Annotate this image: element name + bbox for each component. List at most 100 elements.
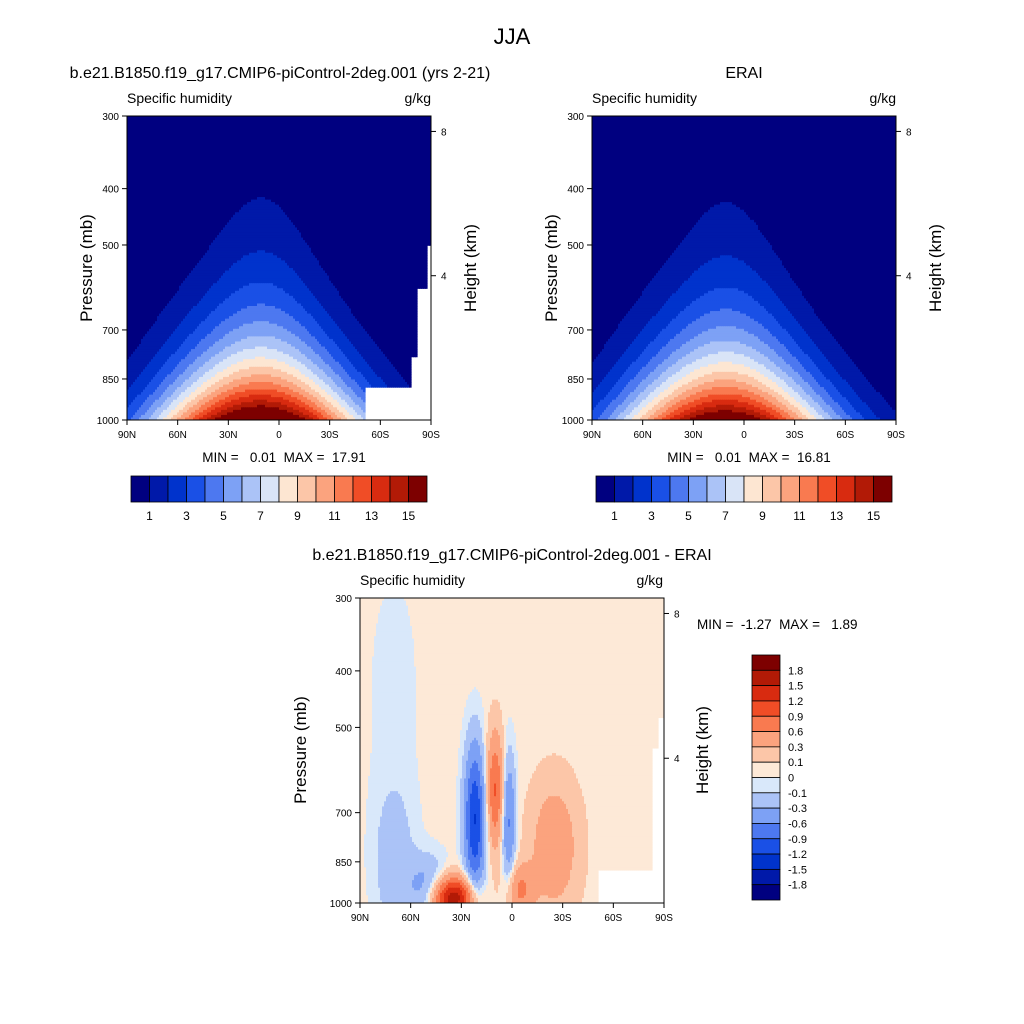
contour-cell — [349, 148, 352, 153]
contour-cell — [233, 156, 236, 160]
contour-cell — [379, 121, 382, 125]
contour-cell — [395, 186, 398, 191]
contour-cell — [419, 118, 422, 122]
contour-cell — [333, 131, 336, 135]
contour-cell — [363, 154, 366, 158]
contour-cell — [145, 126, 148, 130]
contour-cell — [391, 181, 394, 185]
contour-cell — [267, 154, 270, 158]
contour-cell — [329, 184, 332, 188]
contour-cell — [383, 143, 386, 147]
contour-cell — [331, 181, 334, 185]
contour-cell — [367, 156, 370, 160]
contour-cell — [383, 194, 386, 198]
contour-cell — [155, 159, 158, 163]
contour-cell — [135, 179, 138, 183]
contour-cell — [143, 176, 146, 180]
contour-cell — [155, 123, 158, 127]
contour-cell — [159, 118, 162, 122]
contour-cell — [385, 156, 388, 160]
contour-cell — [225, 156, 228, 160]
contour-cell — [135, 121, 138, 125]
contour-cell — [419, 166, 422, 170]
contour-cell — [157, 184, 160, 188]
contour-cell — [269, 143, 272, 147]
contour-cell — [369, 179, 372, 183]
contour-cell — [189, 141, 192, 145]
contour-cell — [411, 159, 414, 163]
contour-cell — [371, 146, 374, 150]
contour-cell — [383, 189, 386, 193]
contour-cell — [287, 184, 290, 188]
contour-cell — [217, 126, 220, 130]
contour-cell — [343, 164, 346, 168]
contour-cell — [149, 154, 152, 158]
contour-cell — [199, 123, 202, 127]
contour-cell — [207, 181, 210, 185]
contour-cell — [355, 166, 358, 170]
contour-cell — [313, 171, 316, 175]
contour-cell — [281, 179, 284, 183]
contour-cell — [395, 159, 398, 163]
contour-cell — [309, 159, 312, 163]
contour-cell — [367, 174, 370, 178]
contour-cell — [127, 116, 130, 120]
contour-cell — [235, 116, 238, 120]
contour-cell — [335, 159, 338, 163]
contour-cell — [405, 159, 408, 163]
contour-cell — [319, 146, 322, 150]
contour-cell — [387, 171, 390, 175]
contour-cell — [211, 131, 214, 135]
contour-cell — [131, 151, 134, 155]
contour-cell — [229, 133, 232, 137]
contour-cell — [197, 151, 200, 155]
contour-cell — [321, 126, 324, 130]
contour-cell — [127, 133, 130, 137]
contour-cell — [221, 118, 224, 122]
contour-cell — [175, 141, 178, 145]
contour-cell — [251, 148, 254, 153]
contour-cell — [323, 138, 326, 142]
contour-cell — [289, 164, 292, 168]
contour-cell — [147, 184, 150, 188]
contour-cell — [275, 166, 278, 170]
contour-cell — [315, 146, 318, 150]
contour-cell — [397, 138, 400, 142]
contour-cell — [373, 176, 376, 180]
contour-cell — [237, 174, 240, 178]
contour-cell — [331, 148, 334, 153]
contour-cell — [147, 159, 150, 163]
contour-cell — [161, 181, 164, 185]
contour-cell — [163, 146, 166, 150]
contour-cell — [263, 166, 266, 170]
contour-cell — [189, 179, 192, 183]
contour-cell — [285, 156, 288, 160]
contour-cell — [217, 141, 220, 145]
contour-cell — [427, 154, 430, 158]
contour-cell — [409, 143, 412, 147]
contour-cell — [133, 181, 136, 185]
contour-cell — [275, 128, 278, 132]
contour-cell — [199, 148, 202, 153]
contour-cell — [149, 126, 152, 130]
contour-cell — [409, 138, 412, 142]
contour-cell — [135, 189, 138, 193]
contour-cell — [373, 128, 376, 132]
contour-cell — [131, 174, 134, 178]
contour-cell — [407, 184, 410, 188]
contour-cell — [343, 138, 346, 142]
contour-cell — [353, 116, 356, 120]
contour-cell — [271, 176, 274, 180]
contour-cell — [201, 169, 204, 173]
contour-cell — [223, 141, 226, 145]
contour-cell — [393, 169, 396, 173]
contour-cell — [381, 169, 384, 173]
contour-cell — [427, 133, 430, 137]
contour-cell — [333, 126, 336, 130]
contour-cell — [221, 133, 224, 137]
contour-cell — [393, 166, 396, 170]
contour-cell — [169, 133, 172, 137]
contour-cell — [413, 171, 416, 175]
contour-cell — [377, 131, 380, 135]
contour-cell — [313, 169, 316, 173]
